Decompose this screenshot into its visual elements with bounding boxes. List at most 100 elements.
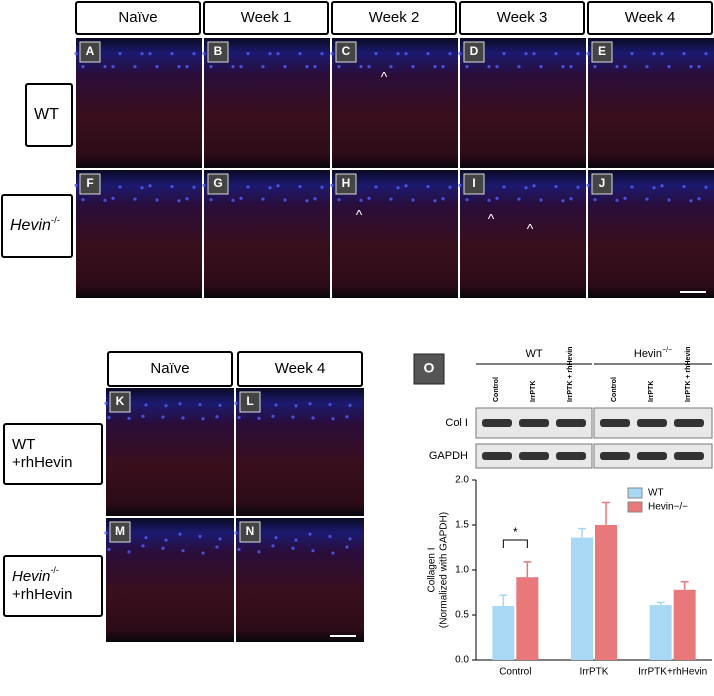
nucleus [345,545,349,549]
nucleus [218,403,222,407]
nucleus [291,546,295,550]
panel-letter: O [424,360,435,376]
row-label-box [1,194,73,258]
nucleus [234,401,238,405]
blot-band [519,452,549,460]
nucleus [524,52,528,56]
nucleus [283,198,287,202]
nucleus [330,183,334,187]
y-tick-label: 2.0 [455,475,469,486]
row-label-sub: +rhHevin [12,454,72,471]
x-tick-label: IrrPTK [580,667,609,678]
panel-letter-box [207,41,229,63]
nucleus [201,417,205,421]
nucleus [404,52,408,56]
nucleus [495,65,499,69]
nucleus [103,65,107,69]
nucleus [465,197,469,202]
lane-label: IrrPTK [648,381,655,402]
nucleus [274,403,278,407]
nucleus [593,65,597,69]
panel-letter-box [463,41,485,63]
panel-letter: L [246,394,253,408]
nucleus [348,403,352,407]
nucleus [239,65,243,69]
nucleus [576,52,580,56]
nucleus [107,415,111,420]
nucleus [127,416,131,420]
nucleus [320,52,324,56]
panel-letter: I [472,176,475,190]
panel-letter-box [109,521,131,543]
column-header [107,351,233,387]
nucleus [517,65,521,69]
nucleus [185,65,189,69]
nucleus [261,197,265,201]
nucleus [561,65,565,69]
nucleus [148,52,152,56]
y-tick-label: 1.5 [455,520,469,531]
nucleus [298,184,302,189]
bar [673,589,696,660]
nucleus [305,199,309,203]
column-label: Week 1 [241,9,292,26]
arrowhead: ^ [527,221,534,237]
nucleus [127,550,131,554]
row-label-main: Hevin [12,568,50,585]
nucleus [337,65,341,69]
row-label-main: WT [34,106,59,123]
significance-bracket [502,539,528,548]
nucleus [682,184,686,189]
nucleus [311,549,315,553]
nucleus [81,65,85,69]
blot-band [637,452,667,460]
blot-band [637,419,667,427]
panel-letter: E [598,44,606,58]
nucleus [239,196,243,200]
nucleus [441,65,445,69]
arrowhead: ^ [381,69,388,85]
arrowhead: ^ [356,207,363,223]
panel-letter: A [86,44,95,58]
column-header [587,1,713,35]
nucleus [441,197,445,201]
nucleus [81,197,85,202]
nucleus [177,199,181,203]
bar [571,537,593,660]
column-label: Naïve [150,360,189,377]
nucleus [308,532,312,536]
row-label-sup: -/- [51,215,60,226]
lane-label: Control [493,377,500,402]
nucleus [426,52,430,56]
nucleus [271,414,275,418]
panel-letter: N [246,524,255,538]
nucleus [155,198,159,202]
nucleus [209,197,213,202]
nucleus [74,52,78,56]
nucleus [495,196,499,200]
row-label-box [3,555,103,617]
nucleus [291,415,295,419]
nucleus [448,185,452,189]
legend-swatch [627,487,643,499]
nucleus [246,52,250,56]
row-label: WT [34,106,59,123]
panel-letter-box [463,173,485,195]
nucleus [268,52,272,56]
nucleus [426,184,430,189]
nucleus [181,416,185,420]
nucleus [133,197,137,201]
nucleus [103,198,107,202]
nucleus [202,183,206,187]
nucleus [178,402,182,406]
nucleus [359,198,363,202]
nucleus [458,183,462,187]
nucleus [276,184,280,188]
nucleus [652,186,656,190]
nucleus [192,52,196,56]
nucleus [148,184,152,188]
nucleus [660,52,664,56]
legend-label: WT [648,488,664,499]
nucleus [328,534,332,539]
nucleus [561,199,565,203]
